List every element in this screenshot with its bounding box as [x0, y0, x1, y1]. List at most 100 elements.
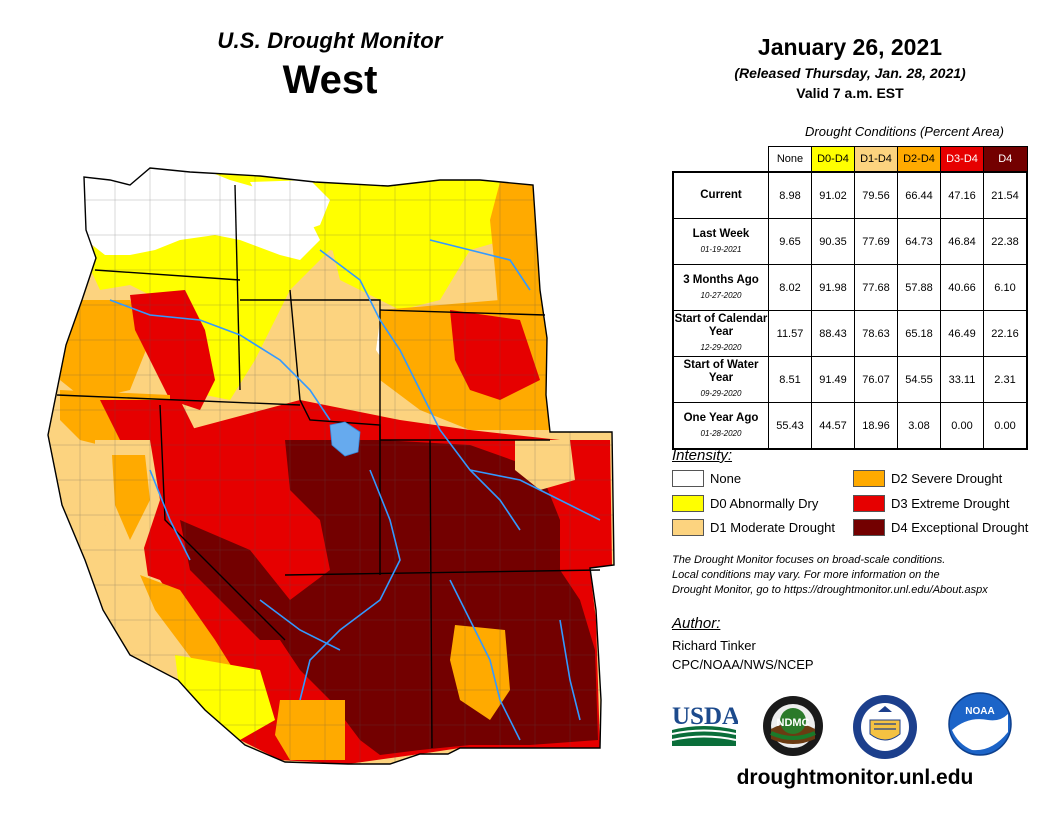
table-cell: 18.96 — [854, 402, 898, 450]
col-header: D3-D4 — [940, 146, 984, 173]
ndmc-logo: NDMC — [763, 696, 823, 756]
table-cell: 8.02 — [768, 264, 812, 311]
col-header: D1-D4 — [854, 146, 898, 173]
table-cell: 77.69 — [854, 218, 898, 265]
disclaimer-note: The Drought Monitor focuses on broad-sca… — [672, 553, 1032, 598]
row-label: Current — [672, 171, 769, 219]
table-cell: 8.98 — [768, 171, 812, 219]
table-cell: 47.16 — [940, 171, 984, 219]
drought-map — [47, 167, 615, 765]
table-cell: 44.57 — [811, 402, 855, 450]
table-row: 3 Months Ago 10-27-2020 8.02 91.98 77.68 57.8… — [672, 264, 1028, 311]
row-label-text: Start of Water Year — [683, 359, 759, 384]
note-line: Local conditions may vary. For more info… — [672, 569, 940, 581]
table-row: One Year Ago 01-28-2020 55.43 44.57 18.96 3.0… — [672, 402, 1028, 450]
row-date: 12-29-2020 — [700, 343, 742, 352]
noaa-logo-text: NOAA — [965, 706, 994, 717]
row-date: 01-19-2021 — [700, 244, 742, 254]
author-org: CPC/NOAA/NWS/NCEP — [672, 657, 814, 672]
date-header: January 26, 2021 (Released Thursday, Jan… — [690, 34, 1010, 101]
table-row: Start of Calendar Year 12-29-2020 11.57 88.… — [672, 310, 1028, 357]
col-header: D4 — [983, 146, 1028, 173]
table-cell: 55.43 — [768, 402, 812, 450]
row-label-text: 3 Months Ago — [683, 273, 759, 286]
table-header-row: None D0-D4 D1-D4 D2-D4 D3-D4 D4 — [673, 146, 1028, 173]
table-cell: 9.65 — [768, 218, 812, 265]
table-cell: 66.44 — [897, 171, 941, 219]
table-cell: 22.38 — [983, 218, 1028, 265]
author-title: Author: — [672, 615, 721, 632]
row-date: 10-27-2020 — [700, 290, 742, 300]
map-header: U.S. Drought Monitor West — [150, 28, 510, 103]
table-cell: 21.54 — [983, 171, 1028, 219]
table-row: Start of Water Year 09-29-2020 8.51 91.49 76… — [672, 356, 1028, 403]
note-line: The Drought Monitor focuses on broad-sca… — [672, 554, 946, 566]
table-cell: 3.08 — [897, 402, 941, 450]
table-cell: 2.31 — [983, 356, 1028, 403]
table-cell: 54.55 — [897, 356, 941, 403]
table-cell: 91.49 — [811, 356, 855, 403]
release-date: (Released Thursday, Jan. 28, 2021) — [734, 65, 966, 81]
legend-swatch — [672, 495, 704, 512]
legend-label: D0 Abnormally Dry — [710, 496, 819, 511]
legend-item-d3: D3 Extreme Drought — [853, 495, 1010, 512]
table-cell: 33.11 — [940, 356, 984, 403]
row-label: One Year Ago 01-28-2020 — [672, 402, 769, 450]
legend-swatch — [672, 470, 704, 487]
intensity-title: Intensity: — [672, 447, 733, 464]
row-date: 09-29-2020 — [700, 389, 742, 398]
table-cell: 76.07 — [854, 356, 898, 403]
col-header: None — [768, 146, 812, 173]
row-label: Start of Water Year 09-29-2020 — [672, 356, 769, 403]
table-cell: 88.43 — [811, 310, 855, 357]
row-label-text: Start of Calendar Year — [674, 313, 768, 338]
table-cell: 90.35 — [811, 218, 855, 265]
legend-item-d1: D1 Moderate Drought — [672, 519, 835, 536]
legend-swatch — [853, 519, 885, 536]
row-label: 3 Months Ago 10-27-2020 — [672, 264, 769, 311]
legend-label: D3 Extreme Drought — [891, 496, 1010, 511]
map-date: January 26, 2021 — [757, 34, 943, 60]
table-cell: 0.00 — [983, 402, 1028, 450]
legend-label: D1 Moderate Drought — [710, 520, 836, 535]
ndmc-logo-text: NDMC — [777, 717, 810, 729]
row-label-text: One Year Ago — [683, 411, 759, 424]
product-title: U.S. Drought Monitor — [217, 28, 443, 53]
noaa-logo: NOAA — [948, 692, 1012, 756]
table-cell: 11.57 — [768, 310, 812, 357]
valid-time: Valid 7 a.m. EST — [796, 85, 904, 101]
table-cell: 22.16 — [983, 310, 1028, 357]
table-row: Current 8.98 91.02 79.56 66.44 47.16 21.54 — [672, 171, 1028, 219]
note-line: Drought Monitor, go to https://droughtmo… — [672, 584, 988, 596]
row-date: 01-28-2020 — [700, 428, 742, 438]
legend-item-d4: D4 Exceptional Drought — [853, 519, 1028, 536]
row-label: Start of Calendar Year 12-29-2020 — [672, 310, 769, 357]
legend-label: None — [710, 471, 742, 486]
col-header: D0-D4 — [811, 146, 855, 173]
legend-swatch — [853, 495, 885, 512]
author-name: Richard Tinker — [672, 638, 756, 653]
table-cell: 40.66 — [940, 264, 984, 311]
row-label: Last Week 01-19-2021 — [672, 218, 769, 265]
legend-item-none: None — [672, 470, 741, 487]
doc-seal-logo — [853, 695, 917, 759]
table-cell: 8.51 — [768, 356, 812, 403]
legend-label: D2 Severe Drought — [891, 471, 1003, 486]
legend-swatch — [853, 470, 885, 487]
row-label-text: Last Week — [692, 227, 750, 240]
table-cell: 64.73 — [897, 218, 941, 265]
table-cell: 0.00 — [940, 402, 984, 450]
legend-label: D4 Exceptional Drought — [891, 520, 1029, 535]
table-cell: 91.02 — [811, 171, 855, 219]
usda-logo-text: USDA — [672, 703, 738, 730]
legend-item-d0: D0 Abnormally Dry — [672, 495, 818, 512]
table-caption: Drought Conditions (Percent Area) — [805, 124, 1004, 139]
table-header-blank — [673, 147, 769, 173]
table-cell: 46.49 — [940, 310, 984, 357]
table-cell: 46.84 — [940, 218, 984, 265]
legend-item-d2: D2 Severe Drought — [853, 470, 1002, 487]
drought-conditions-table: None D0-D4 D1-D4 D2-D4 D3-D4 D4 Current 8… — [672, 146, 1028, 450]
legend-swatch — [672, 519, 704, 536]
usda-logo: USDA — [671, 703, 738, 746]
footer-url[interactable]: droughtmonitor.unl.edu — [736, 766, 974, 789]
